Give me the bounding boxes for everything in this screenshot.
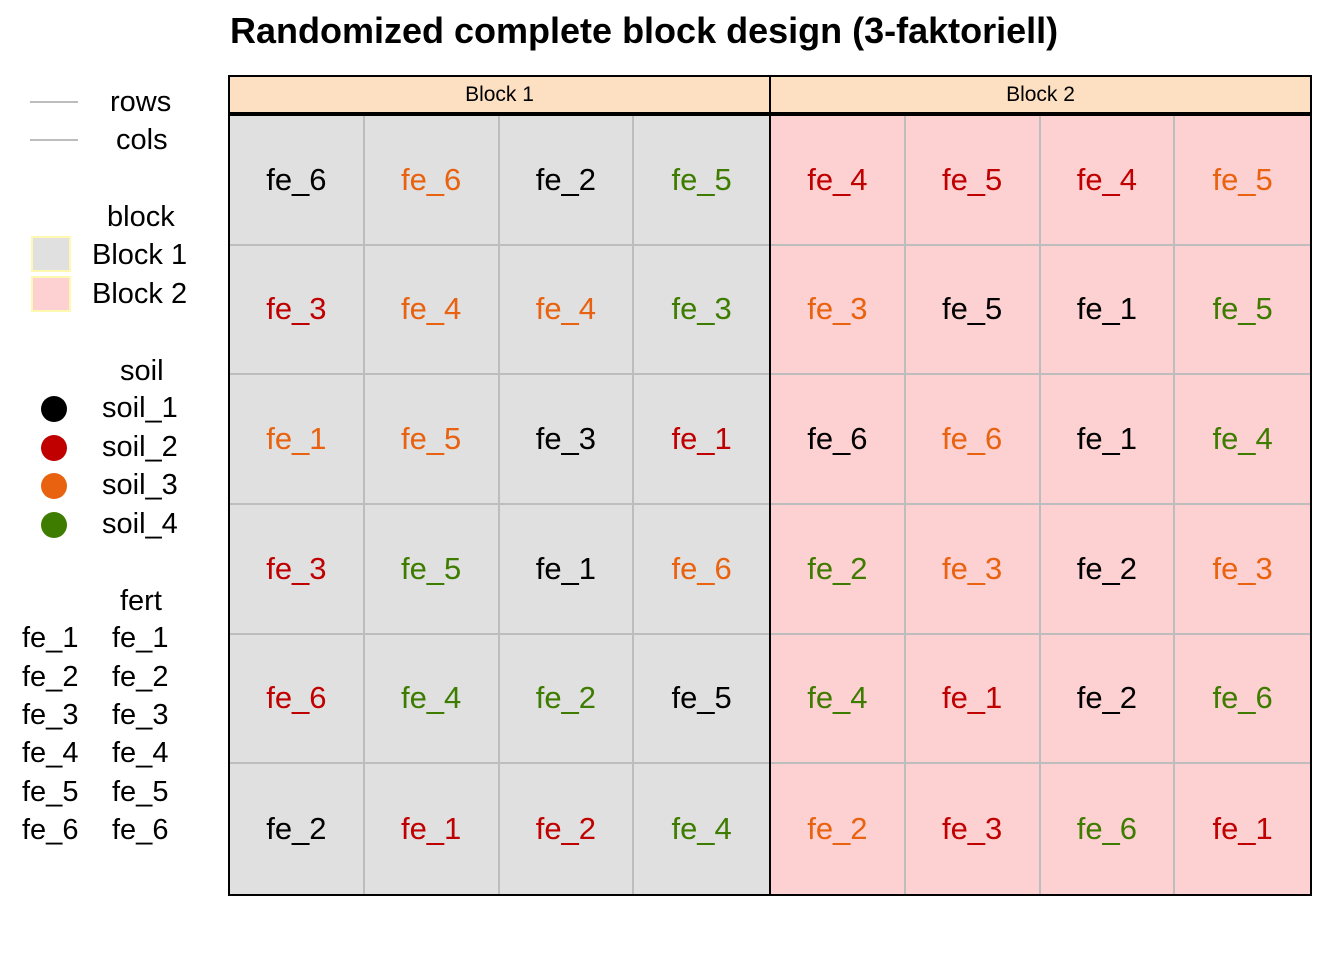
plot-cell: fe_3: [230, 505, 365, 635]
plot-cell: fe_3: [230, 245, 365, 376]
plot-cell: fe_4: [364, 634, 500, 765]
chart-title: Randomized complete block design (3-fakt…: [230, 10, 1059, 51]
plot-cell: fe_6: [1041, 764, 1176, 894]
legend-line-rows: [30, 101, 78, 103]
plot-cell: fe_4: [671, 811, 732, 847]
legend-label-cols: cols: [116, 124, 168, 156]
plot-cell: fe_4: [499, 245, 635, 376]
legend-label-fert-3: fe_3: [112, 699, 169, 731]
plot-cell: fe_1: [1212, 811, 1273, 847]
legend-swatch-block-1: [31, 236, 71, 272]
plot-cell: fe_1: [1040, 245, 1176, 376]
legend-key-fert-5: fe_5: [22, 776, 79, 808]
legend-label-rows: rows: [110, 86, 172, 118]
plot-cell: fe_2: [499, 634, 635, 765]
plot-cell: fe_3: [905, 505, 1041, 635]
legend-dot-soil-3: [41, 473, 67, 499]
plot-cell: fe_1: [1040, 375, 1176, 505]
plot-cell: fe_6: [230, 634, 365, 765]
strip-block-1: Block 1: [228, 75, 771, 114]
plot-cell: fe_2: [771, 764, 906, 894]
legend-label-soil-3: soil_3: [102, 469, 178, 501]
plot-cell: fe_6: [1175, 635, 1310, 765]
legend-label-fert-6: fe_6: [112, 814, 169, 846]
legend-label-fert-2: fe_2: [112, 661, 169, 693]
legend-title-soil: soil: [120, 355, 164, 387]
plot-cell: fe_4: [771, 116, 906, 246]
plot-cell: fe_1: [905, 634, 1041, 765]
legend-dot-soil-4: [41, 512, 67, 538]
plot-cell: fe_6: [230, 116, 365, 246]
plot-cell: fe_3: [906, 764, 1041, 894]
plot-cell: fe_6: [364, 116, 500, 246]
legend-dot-soil-2: [41, 435, 67, 461]
legend-key-fert-1: fe_1: [22, 622, 79, 654]
legend-title-block: block: [107, 201, 175, 233]
plot-cell: fe_3: [634, 246, 769, 376]
legend-label-fert-1: fe_1: [112, 622, 169, 654]
plot-cell: fe_5: [634, 116, 769, 246]
plot-cell: fe_2: [1040, 505, 1176, 635]
plot-cell: fe_3: [771, 245, 906, 376]
plot-cell: fe_3: [499, 375, 635, 505]
panel-block-2: fe_4 fe_5 fe_4 fe_5 fe_3 fe_5 fe_1 fe_5 fe_6 fe_6…: [769, 114, 1312, 896]
plot-cell: fe_1: [634, 375, 769, 505]
legend-label-block-2: Block 2: [92, 278, 188, 310]
legend-dot-soil-1: [41, 396, 67, 422]
plot-cell: fe_5: [1175, 116, 1310, 246]
legend-title-fert: fert: [120, 585, 162, 617]
plot-cell: fe_4: [1175, 375, 1310, 505]
legend-label-soil-1: soil_1: [102, 392, 178, 424]
legend-label-soil-2: soil_2: [102, 431, 178, 463]
strip-block-2: Block 2: [769, 75, 1312, 114]
legend-line-cols: [30, 139, 78, 141]
plot-cell: fe_6: [905, 375, 1041, 505]
legend-key-fert-3: fe_3: [22, 699, 79, 731]
plot-cell: fe_5: [905, 116, 1041, 246]
legend-label-fert-4: fe_4: [112, 737, 169, 769]
plot-cell: fe_5: [364, 505, 500, 635]
plot-cell: fe_4: [1040, 116, 1176, 246]
panel-block-1: fe_6 fe_6 fe_2 fe_5 fe_3 fe_4 fe_4 fe_3 fe_1 fe_5…: [228, 114, 771, 896]
plot-area: Block 1 Block 2 fe_6 fe_6 fe_2 fe_5 fe_3 fe_4…: [228, 75, 1312, 896]
legend-key-fert-4: fe_4: [22, 737, 79, 769]
legend-swatch-block-2: [31, 276, 71, 312]
plot-cell: fe_5: [634, 635, 769, 765]
plot-cell: fe_4: [364, 245, 500, 376]
plot-cell: fe_2: [771, 505, 906, 635]
plot-cell: fe_6: [634, 505, 769, 635]
plot-cell: fe_5: [364, 375, 500, 505]
plot-cell: fe_4: [771, 634, 906, 765]
plot-cell: fe_2: [1040, 634, 1176, 765]
plot-cell: fe_5: [1175, 246, 1310, 376]
plot-cell: fe_2: [230, 764, 365, 894]
plot-cell: fe_2: [499, 116, 635, 246]
plot-cell: fe_6: [771, 375, 906, 505]
legend-key-fert-2: fe_2: [22, 661, 79, 693]
legend-label-block-1: Block 1: [92, 239, 188, 271]
plot-cell: fe_1: [499, 505, 635, 635]
legend-key-fert-6: fe_6: [22, 814, 79, 846]
plot-cell: fe_2: [500, 764, 635, 894]
legend-label-fert-5: fe_5: [112, 776, 169, 808]
plot-cell: fe_5: [905, 245, 1041, 376]
plot-cell: fe_1: [230, 375, 365, 505]
plot-cell: fe_3: [1175, 505, 1310, 635]
plot-cell: fe_1: [365, 764, 500, 894]
legend-label-soil-4: soil_4: [102, 508, 178, 540]
